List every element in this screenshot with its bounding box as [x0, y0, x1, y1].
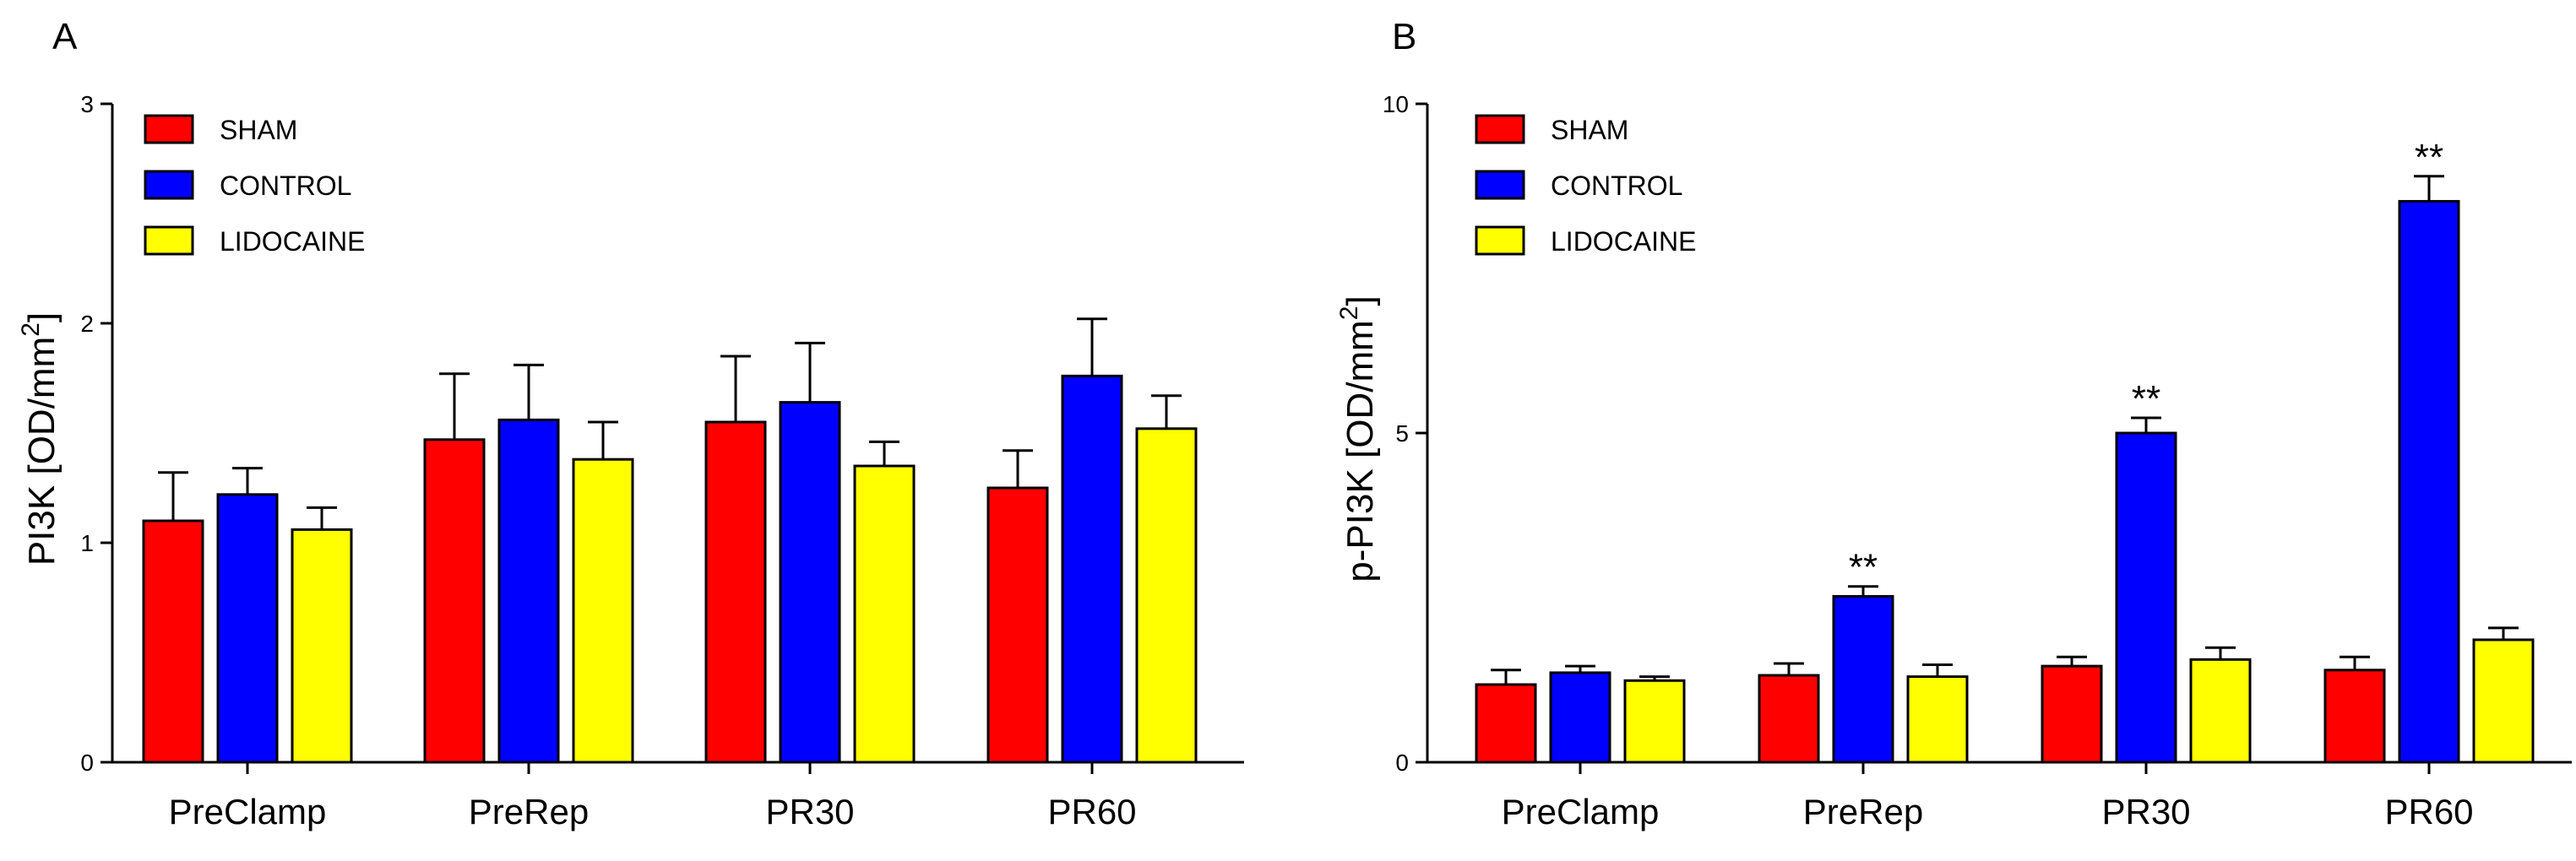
category-label-a: PreClamp: [169, 792, 327, 831]
bar-lidocaine-pr30-a: [853, 464, 916, 764]
y-axis-title-b: p-PI3K [OD/mm2]: [1335, 295, 1381, 582]
y-ticks-a: 0 1 2 3: [80, 91, 112, 776]
bar-control-pr30-b: [2115, 431, 2177, 764]
category-label-b: PreClamp: [1502, 792, 1660, 831]
y-ticks-b: 0 5 10: [1383, 91, 1427, 776]
y-tick-label-b: 5: [1395, 420, 1409, 447]
bar-sham-pr60-a: [986, 486, 1049, 764]
legend-swatch-control-a: [144, 170, 194, 200]
significance-marker-b: **: [2415, 137, 2443, 178]
legend-swatch-control-b: [1475, 170, 1525, 200]
bar-sham-preclamp-a: [142, 519, 204, 764]
category-label-a: PR60: [1047, 792, 1136, 831]
bar-sham-prerep-a: [423, 438, 486, 764]
x-ticks-b: PreClamp PreRep PR30 PR60: [1502, 762, 2474, 831]
x-ticks-a: PreClamp PreRep PR30 PR60: [169, 762, 1137, 831]
legend-swatch-sham-b: [1475, 114, 1525, 144]
bar-control-pr60-a: [1061, 374, 1123, 764]
legend-b: SHAM CONTROL LIDOCAINE: [1475, 114, 1696, 257]
legend-label-lidocaine-b: LIDOCAINE: [1551, 226, 1696, 257]
legend-swatch-lidocaine-a: [144, 225, 194, 256]
category-label-b: PR60: [2384, 792, 2473, 831]
bar-control-prerep-b: [1832, 594, 1894, 764]
bar-lidocaine-preclamp-b: [1623, 679, 1686, 764]
legend-label-control-a: CONTROL: [220, 171, 351, 201]
legend-swatch-sham-a: [144, 114, 194, 144]
legend-a: SHAM CONTROL LIDOCAINE: [144, 114, 365, 257]
bars-b: ** ** **: [1475, 137, 2535, 764]
y-tick-label-a: 1: [80, 530, 94, 556]
legend-label-control-b: CONTROL: [1551, 171, 1682, 201]
significance-marker-b: **: [1849, 547, 1878, 588]
bar-control-prerep-a: [497, 418, 560, 764]
y-tick-label-a: 2: [80, 311, 94, 337]
bar-lidocaine-prerep-a: [572, 458, 634, 764]
bar-sham-pr30-b: [2041, 664, 2103, 764]
category-label-a: PreRep: [469, 792, 589, 831]
panel-letter-a: A: [52, 16, 78, 57]
legend-label-sham-a: SHAM: [220, 115, 297, 145]
y-axis-title-a: PI3K [OD/mm2]: [17, 312, 62, 566]
bar-sham-preclamp-b: [1475, 683, 1537, 764]
bar-control-preclamp-a: [216, 493, 279, 764]
y-tick-label-b: 0: [1395, 750, 1409, 776]
y-tick-label-a: 0: [80, 750, 94, 776]
category-label-b: PR30: [2101, 792, 2190, 831]
legend-swatch-lidocaine-b: [1475, 225, 1525, 256]
category-label-a: PR30: [765, 792, 854, 831]
legend-label-lidocaine-a: LIDOCAINE: [220, 226, 365, 257]
bar-lidocaine-pr60-a: [1135, 427, 1198, 764]
bar-sham-pr60-b: [2323, 669, 2386, 764]
significance-marker-b: **: [2132, 378, 2160, 420]
legend-label-sham-b: SHAM: [1551, 115, 1628, 145]
bar-lidocaine-pr30-b: [2189, 658, 2252, 764]
category-label-b: PreRep: [1803, 792, 1923, 831]
bar-control-pr30-a: [779, 401, 841, 764]
bars-a: [142, 317, 1198, 764]
bar-sham-pr30-a: [704, 420, 767, 764]
y-tick-label-b: 10: [1383, 91, 1409, 117]
bar-lidocaine-prerep-b: [1906, 675, 1969, 764]
bar-control-preclamp-b: [1549, 671, 1611, 764]
chart-panel-b: B p-PI3K [OD/mm2] 0 5 10 PreClamp PreRep PR3…: [1335, 16, 2572, 831]
panel-letter-b: B: [1392, 16, 1416, 57]
bar-control-pr60-b: [2398, 199, 2460, 764]
y-tick-label-a: 3: [80, 91, 94, 117]
bar-lidocaine-preclamp-a: [291, 528, 353, 764]
bar-sham-prerep-b: [1758, 674, 1820, 764]
bar-lidocaine-pr60-b: [2472, 638, 2535, 764]
